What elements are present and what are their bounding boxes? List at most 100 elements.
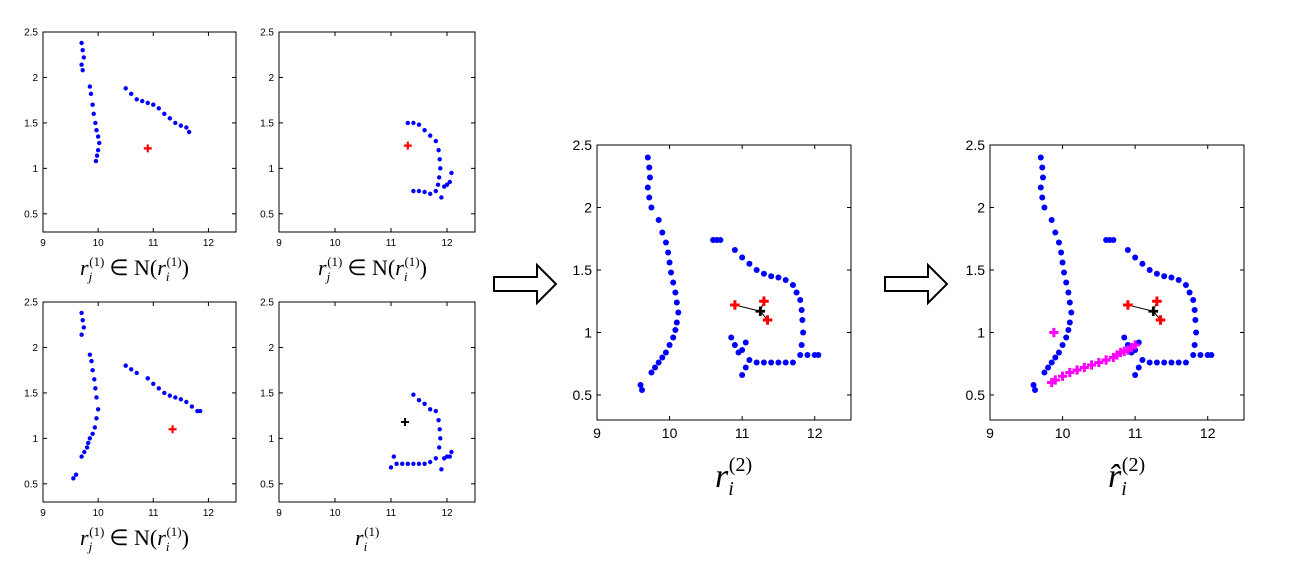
data-point [435,182,441,187]
data-point [416,188,422,194]
data-point [1037,184,1044,191]
data-point [672,289,679,296]
data-point [1139,357,1146,363]
data-point [94,153,100,158]
data-point [1055,239,1062,246]
data-point [428,407,433,412]
y-tick-label: 1 [268,434,274,445]
caption-merged: ri(2) [715,454,752,500]
y-tick-label: 2 [268,73,274,84]
data-point [775,359,782,366]
data-point [1190,352,1197,358]
query-point-marker [1152,296,1162,307]
data-point [162,390,167,396]
x-tick-label: 12 [1200,425,1216,441]
data-point [768,273,775,280]
y-tick-label: 1.5 [260,118,274,129]
data-point [184,125,189,130]
x-tick-label: 9 [40,508,46,519]
data-point [79,332,84,337]
x-tick-label: 11 [1128,425,1143,441]
added-point-marker [1057,371,1068,381]
y-tick-label: 1 [32,164,38,175]
data-point [167,116,173,121]
data-point [1124,247,1131,253]
data-point [638,387,645,393]
data-point [731,247,738,253]
data-point [129,367,134,372]
y-tick-label: 2 [584,199,592,215]
data-point [186,129,192,135]
x-tick-label: 9 [276,238,282,249]
data-point [1039,174,1046,181]
data-point [422,127,427,133]
data-point [447,179,452,185]
data-point [793,289,800,296]
data-point [94,416,99,421]
data-point [798,342,805,348]
data-point [673,319,680,326]
data-point [123,86,128,91]
data-point [71,476,76,481]
y-tick-label: 2.5 [260,28,274,39]
y-tick-label: 1 [584,324,592,340]
y-tick-label: 1.5 [24,388,38,399]
data-point [79,310,84,316]
data-point [178,397,184,402]
scatter-panel-bottom-left: 9 10 11 12 0.5 1 1.5 2 2.5 [24,298,237,519]
data-point [449,170,454,176]
data-point [670,334,677,341]
data-point [648,369,655,376]
data-point [94,127,99,133]
y-tick-label: 0.5 [260,209,274,220]
plot-frame [989,144,1245,421]
y-tick-label: 0.5 [260,479,274,490]
data-point [151,381,156,387]
data-point [422,401,427,407]
plot-frame [278,301,476,503]
x-tick-label: 10 [93,238,105,249]
center-point-marker [1148,306,1159,317]
data-point [178,123,184,128]
y-tick-label: 0.5 [24,479,38,490]
data-point [742,339,749,346]
x-tick-label: 10 [1055,425,1071,441]
data-point [447,454,452,459]
added-point-marker [1101,355,1111,365]
right-arrow-icon [884,262,949,306]
data-point [1065,327,1072,333]
x-tick-label: 9 [276,508,282,519]
data-point [388,465,394,470]
x-tick-label: 10 [93,508,105,519]
data-point [1175,277,1182,283]
data-point [662,239,669,246]
data-point [1039,164,1046,171]
data-point [739,372,746,378]
data-point [80,47,85,53]
data-point [436,147,441,153]
data-point [746,357,753,363]
data-point [1041,369,1048,376]
data-point [768,359,775,366]
data-point [815,352,822,358]
data-point [93,386,98,391]
x-tick-label: 9 [986,425,994,441]
panels-layer: 9 10 11 120.511.522.59 10 11 120.511.522.59 10 1… [24,28,1245,519]
data-point [87,84,93,89]
data-point [731,342,738,348]
data-point [1121,334,1128,341]
query-point-marker [1155,315,1166,325]
data-point [1146,359,1153,366]
data-point [156,106,161,111]
data-point [433,188,438,194]
data-point [151,102,156,107]
data-point [80,317,85,323]
data-point [123,363,128,368]
y-tick-label: 1 [977,324,985,340]
query-point-marker [403,141,412,150]
data-point [655,359,662,366]
data-point [156,386,161,391]
scatter-panel-top-right: 9 10 11 12 0.5 1 1.5 2 2.5 [260,28,476,249]
data-point [438,166,443,171]
